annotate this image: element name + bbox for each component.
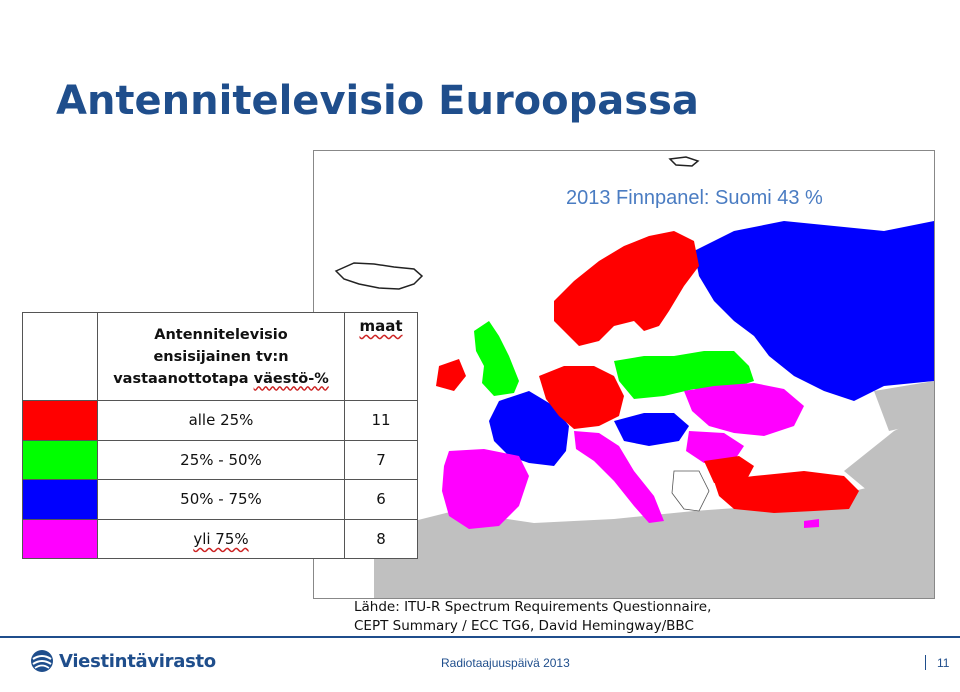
header-line-3-word: väestö-%: [253, 370, 329, 387]
france-region: [489, 391, 569, 466]
footer-event: Radiotaajuuspäivä 2013: [441, 656, 570, 670]
header-line-2: ensisijainen tv:n: [153, 348, 289, 365]
legend-header-row: Antennitelevisio ensisijainen tv:n vasta…: [22, 312, 418, 401]
globe-icon: [31, 650, 53, 672]
greece-region: [671, 470, 710, 512]
cyprus-region: [804, 519, 819, 528]
iceland-shape: [334, 262, 424, 290]
page-number: 11: [937, 656, 950, 670]
header-line-3: vastaanottotapa väestö-%: [98, 368, 344, 390]
legend-row: yli 75% 8: [22, 518, 418, 559]
legend-swatch-blue: [22, 479, 98, 520]
legend-table: Antennitelevisio ensisijainen tv:n vasta…: [22, 312, 418, 559]
bulgaria-region: [704, 456, 754, 483]
legend-count: 7: [344, 439, 418, 480]
footer-divider: [0, 636, 960, 638]
legend-header-title: Antennitelevisio ensisijainen tv:n vasta…: [97, 312, 345, 401]
legend-range: 50% - 75%: [97, 479, 345, 520]
central-europe-region: [614, 413, 689, 446]
iberia-region: [442, 449, 529, 529]
source-line-1: Lähde: ITU-R Spectrum Requirements Quest…: [354, 599, 712, 615]
slide-title: Antennitelevisio Euroopassa: [56, 78, 699, 124]
legend-count: 11: [344, 400, 418, 441]
russia-region: [694, 221, 934, 401]
legend-count: 6: [344, 479, 418, 520]
turkey-region: [714, 471, 859, 513]
europe-map-graphic: [334, 156, 934, 598]
viestintavirasto-logo: Viestintävirasto: [30, 649, 216, 673]
ukraine-region: [684, 383, 804, 436]
legend-range: yli 75%: [97, 518, 345, 559]
legend-range: 25% - 50%: [97, 439, 345, 480]
great-britain-region: [474, 321, 519, 396]
caucasus-land: [874, 381, 934, 431]
romania-region: [686, 431, 744, 463]
header-line-3-text: vastaanottotapa: [113, 370, 254, 387]
middle-east-land: [844, 411, 934, 496]
legend-row: 25% - 50% 7: [22, 439, 418, 480]
legend-swatch-red: [22, 400, 98, 441]
finnpanel-note: 2013 Finnpanel: Suomi 43 %: [566, 187, 823, 209]
svalbard-shape: [668, 156, 700, 167]
legend-count-header-cell: maat: [344, 312, 418, 401]
legend-header-blank: [22, 312, 98, 401]
scandinavia-region: [554, 231, 699, 346]
legend-row: alle 25% 11: [22, 400, 418, 441]
legend-count-header: maat: [359, 317, 403, 335]
legend-swatch-magenta: [22, 518, 98, 559]
logo-text: Viestintävirasto: [59, 650, 216, 672]
germany-region: [539, 366, 624, 429]
header-line-1: Antennitelevisio: [154, 326, 288, 343]
legend-range-text: yli 75%: [193, 529, 249, 548]
legend-swatch-green: [22, 439, 98, 480]
source-citation: Lähde: ITU-R Spectrum Requirements Quest…: [354, 598, 711, 636]
legend-count: 8: [344, 518, 418, 559]
ireland-region: [436, 359, 466, 391]
italy-region: [574, 431, 664, 523]
legend-row: 50% - 75% 6: [22, 479, 418, 520]
legend-range: alle 25%: [97, 400, 345, 441]
footer-separator: [925, 655, 926, 670]
source-line-2: CEPT Summary / ECC TG6, David Hemingway/…: [354, 618, 694, 634]
